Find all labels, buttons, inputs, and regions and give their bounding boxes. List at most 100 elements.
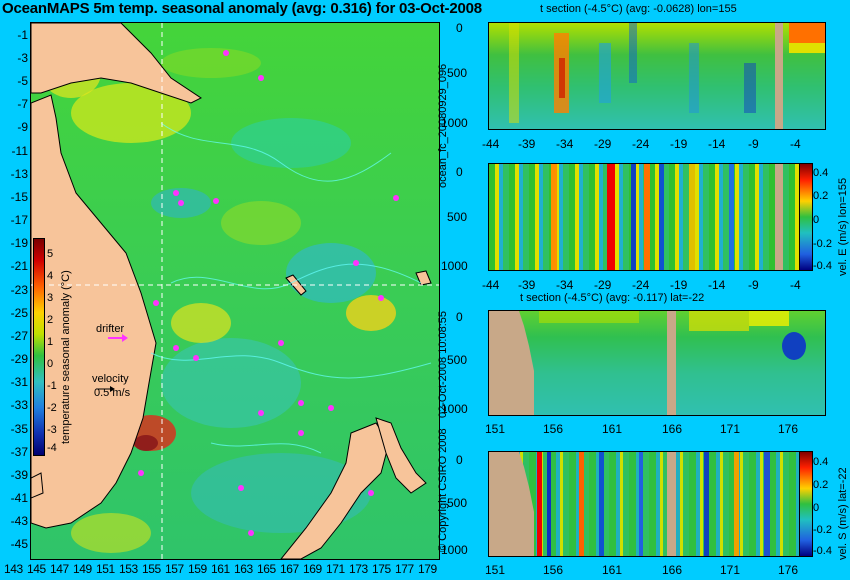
panel2-xtick: -39 bbox=[518, 278, 536, 292]
lat-tick: -39 bbox=[10, 468, 28, 482]
lon-tick: 143 bbox=[4, 562, 23, 576]
velocity-scale-value: 0.5 m/s bbox=[94, 387, 131, 399]
cbar-tick: -3 bbox=[47, 424, 57, 436]
cbar-tick: -4 bbox=[47, 442, 57, 454]
panel4-ytick: 500 bbox=[447, 496, 468, 510]
cbar-tick: 5 bbox=[47, 248, 54, 260]
panel3-ytick: 0 bbox=[456, 310, 463, 324]
panel3-xtick: 166 bbox=[662, 422, 683, 436]
panel4-xtick: 151 bbox=[485, 563, 506, 577]
panel2-colorbar bbox=[799, 163, 813, 271]
panel4-field bbox=[489, 452, 770, 556]
panel1-xtick: -29 bbox=[594, 137, 612, 151]
panel4-colorbar bbox=[799, 451, 813, 557]
panel4-xaxis: 151 156 161 166 171 176 bbox=[480, 564, 840, 578]
lon-tick: 171 bbox=[326, 562, 345, 576]
panel4-cbar-tick: 0.2 bbox=[813, 479, 829, 491]
lat-tick: -33 bbox=[10, 398, 28, 412]
cbar-tick: 2 bbox=[47, 314, 54, 326]
panel3-xtick: 161 bbox=[602, 422, 623, 436]
velocity-label: velocity bbox=[92, 373, 129, 385]
map-colorbar-label: temperature seasonal anomaly (°C) bbox=[60, 270, 72, 444]
lon-tick: 161 bbox=[211, 562, 230, 576]
velocity-arrow-icon bbox=[96, 386, 115, 392]
lon-tick: 149 bbox=[73, 562, 92, 576]
panel2-ytick: 500 bbox=[447, 210, 468, 224]
panel2-cbar-tick: -0.2 bbox=[813, 238, 832, 250]
lat-tick: -31 bbox=[10, 375, 28, 389]
map-lat-axis: -1 -3 -5 -7 -9 -11 -13 -15 -17 -19 -21 -… bbox=[0, 22, 30, 558]
lat-tick: -13 bbox=[10, 167, 28, 181]
panel4-ytick: 0 bbox=[456, 453, 463, 467]
panel2-xaxis: -44 -39 -34 -29 -24 -19 -14 -9 -4 bbox=[480, 279, 840, 293]
panel1-xtick: -34 bbox=[556, 137, 574, 151]
lat-tick: -15 bbox=[10, 190, 28, 204]
panel3-xtick: 156 bbox=[543, 422, 564, 436]
cbar-tick: 4 bbox=[47, 270, 54, 282]
panel1-plot bbox=[488, 22, 826, 130]
panel1-xtick: -24 bbox=[632, 137, 650, 151]
panel1-xaxis: -44 -39 -34 -29 -24 -19 -14 -9 -4 bbox=[480, 138, 840, 152]
lat-tick: -43 bbox=[10, 514, 28, 528]
panel2-ytick: 0 bbox=[456, 165, 463, 179]
cbar-tick: -2 bbox=[47, 402, 57, 414]
panel3-title: t section (-4.5°C) (avg: -0.117) lat=-22 bbox=[520, 292, 705, 304]
lat-tick: -17 bbox=[10, 213, 28, 227]
panel1-title: t section (-4.5°C) (avg: -0.0628) lon=15… bbox=[540, 3, 737, 15]
panel4-plot bbox=[488, 451, 800, 557]
lat-tick: -45 bbox=[10, 537, 28, 551]
map-colorbar-ticks: 5 4 3 2 1 0 -1 -2 -3 -4 bbox=[47, 238, 63, 454]
panel2-xtick: -34 bbox=[556, 278, 574, 292]
map-field bbox=[31, 23, 439, 559]
panel3-xtick: 176 bbox=[778, 422, 799, 436]
panel2-xtick: -29 bbox=[594, 278, 612, 292]
panel3-xtick: 151 bbox=[485, 422, 506, 436]
panel3-xtick: 171 bbox=[720, 422, 741, 436]
lat-tick: -35 bbox=[10, 422, 28, 436]
panel1-field bbox=[509, 23, 825, 129]
lon-tick: 167 bbox=[280, 562, 299, 576]
panel2-xtick: -44 bbox=[482, 278, 500, 292]
panel2-ytick: 1000 bbox=[441, 259, 468, 273]
lat-tick: -23 bbox=[10, 283, 28, 297]
panel3-plot bbox=[488, 310, 826, 416]
panel4-xtick: 156 bbox=[543, 563, 564, 577]
lon-tick: 159 bbox=[188, 562, 207, 576]
drifter-label: drifter bbox=[96, 323, 125, 335]
panel1-ytick: 1000 bbox=[441, 116, 468, 130]
lat-tick: -7 bbox=[17, 97, 28, 111]
panel4-xtick: 176 bbox=[778, 563, 799, 577]
lat-tick: -29 bbox=[10, 352, 28, 366]
lat-tick: -19 bbox=[10, 236, 28, 250]
panel1-xtick: -14 bbox=[708, 137, 726, 151]
map-colorbar bbox=[33, 238, 45, 456]
lat-tick: -11 bbox=[11, 144, 28, 158]
panel2-xtick: -4 bbox=[790, 278, 801, 292]
panel3-ytick: 500 bbox=[447, 353, 468, 367]
panel1-xtick: -39 bbox=[518, 137, 536, 151]
lon-tick: 145 bbox=[27, 562, 46, 576]
lon-tick: 163 bbox=[234, 562, 253, 576]
cbar-tick: 1 bbox=[47, 336, 54, 348]
lat-tick: -37 bbox=[10, 445, 28, 459]
panel4-xtick: 171 bbox=[720, 563, 741, 577]
panel2-plot bbox=[488, 163, 800, 271]
lat-tick: -25 bbox=[10, 306, 28, 320]
lon-tick: 173 bbox=[349, 562, 368, 576]
lat-tick: -3 bbox=[17, 51, 28, 65]
lon-tick: 169 bbox=[303, 562, 322, 576]
panel3-ytick: 1000 bbox=[441, 402, 468, 416]
panel3-xaxis: 151 156 161 166 171 176 bbox=[480, 423, 840, 437]
cbar-tick: 0 bbox=[47, 358, 54, 370]
lat-tick: -5 bbox=[17, 74, 28, 88]
drifter-arrow-icon bbox=[108, 334, 128, 342]
panel4-cbar-tick: 0 bbox=[813, 502, 820, 514]
forecast-id-label: ocean_fc_20080929_096 bbox=[437, 63, 449, 188]
lon-tick: 147 bbox=[50, 562, 69, 576]
lat-tick: -41 bbox=[10, 491, 28, 505]
lon-tick: 151 bbox=[96, 562, 115, 576]
lon-tick: 177 bbox=[395, 562, 414, 576]
panel2-xtick: -14 bbox=[708, 278, 726, 292]
lon-tick: 179 bbox=[418, 562, 437, 576]
panel4-cbar-tick: -0.2 bbox=[813, 524, 832, 536]
